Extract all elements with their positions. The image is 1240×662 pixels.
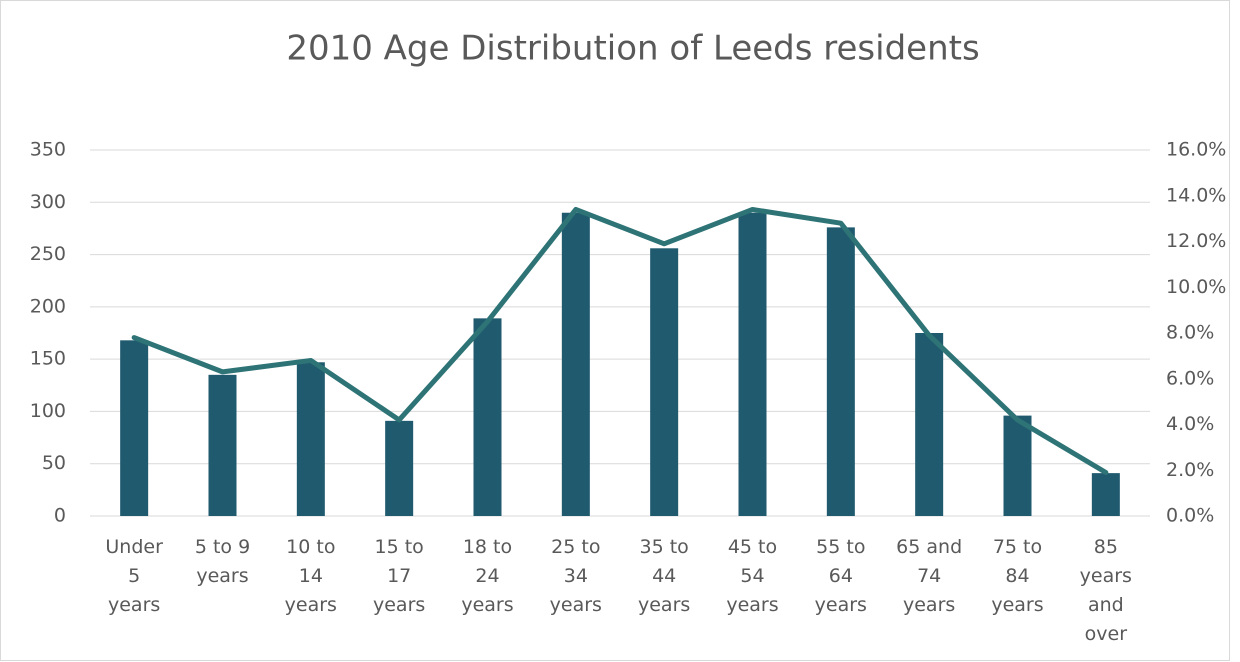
x-tick-label: 5 to 9 years [194, 536, 251, 587]
x-tick-label: 35 to 44 years [638, 536, 691, 616]
y2-tick-label: 12.0% [1166, 230, 1226, 252]
chart-title: 2010 Age Distribution of Leeds residents [286, 29, 979, 69]
x-tick-label: 45 to 54 years [726, 536, 779, 616]
y-tick-label: 100 [30, 400, 66, 422]
bar [1003, 415, 1032, 516]
bar [385, 420, 414, 516]
x-tick-label: 25 to 34 years [549, 536, 602, 616]
y2-tick-label: 2.0% [1166, 459, 1214, 481]
bar [561, 212, 590, 516]
y2-tick-label: 14.0% [1166, 184, 1226, 206]
bar [738, 212, 767, 516]
y2-tick-label: 4.0% [1166, 413, 1214, 435]
x-tick-label: 10 to 14 years [284, 536, 337, 616]
y-tick-label: 50 [42, 452, 66, 474]
x-tick-label: 85 years and over [1079, 536, 1132, 645]
x-tick-label: 15 to 17 years [373, 536, 426, 616]
x-tick-label: 55 to 64 years [814, 536, 867, 616]
bar [120, 340, 149, 516]
bar [650, 248, 679, 516]
line [131, 206, 1109, 476]
x-tick-label: Under 5 years [105, 536, 163, 616]
y2-tick-label: 16.0% [1166, 139, 1226, 161]
y-tick-label: 250 [30, 243, 66, 265]
y-tick-label: 0 [54, 505, 66, 527]
bar [296, 362, 325, 516]
y-tick-label: 200 [30, 295, 66, 317]
bar [826, 227, 855, 516]
y2-tick-label: 0.0% [1166, 505, 1214, 527]
y-tick-label: 300 [30, 191, 66, 213]
y2-tick-label: 8.0% [1166, 322, 1214, 344]
bar [208, 374, 237, 516]
bar [473, 318, 502, 516]
y-tick-label: 150 [30, 348, 66, 370]
y2-tick-label: 10.0% [1166, 276, 1226, 298]
y-tick-label: 350 [30, 139, 66, 161]
bar [1091, 473, 1120, 516]
bar [915, 333, 944, 516]
y2-tick-label: 6.0% [1166, 367, 1214, 389]
x-tick-label: 75 to 84 years [991, 536, 1044, 616]
x-tick-label: 18 to 24 years [461, 536, 514, 616]
x-tick-label: 65 and 74 years [896, 536, 963, 616]
